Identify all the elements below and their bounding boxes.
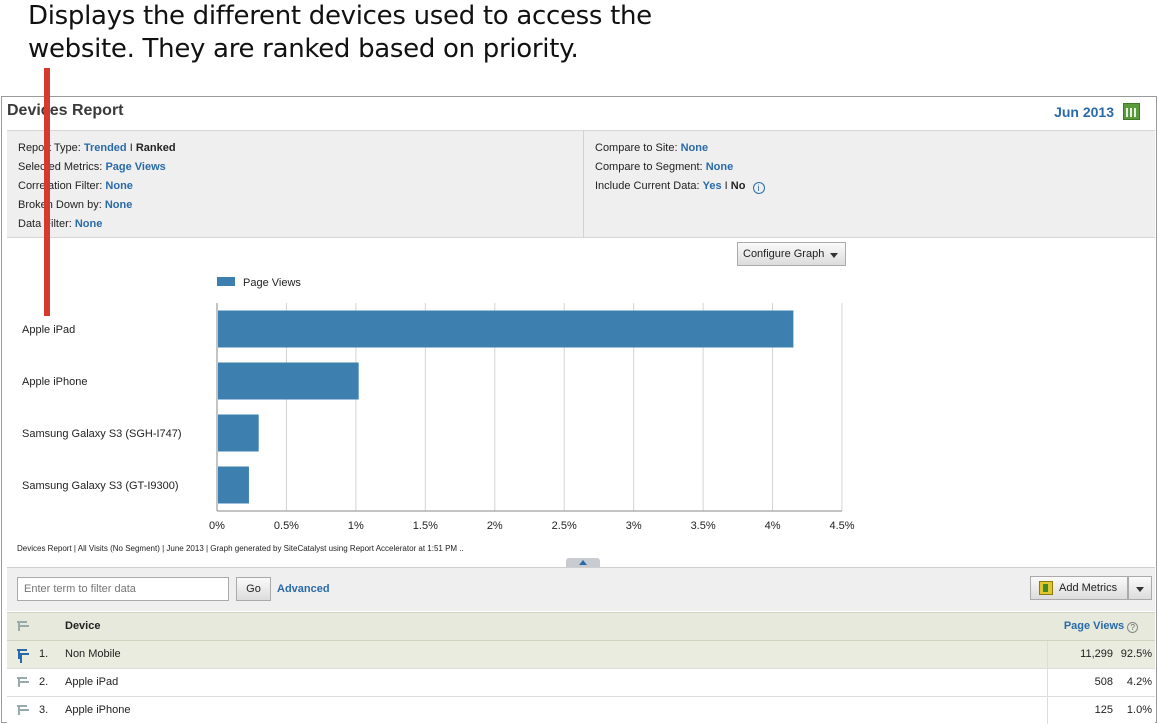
params-left: Report Type: Trended I Ranked Selected M…: [18, 139, 176, 234]
calendar-icon[interactable]: [1123, 103, 1140, 120]
row-percent: 92.5%: [1120, 648, 1152, 660]
row-percent: 1.0%: [1126, 704, 1152, 716]
params-divider: [583, 131, 584, 237]
x-tick-label: 2.5%: [552, 520, 577, 532]
compare-segment-link[interactable]: None: [705, 161, 734, 173]
correlation-filter-link[interactable]: None: [105, 180, 133, 192]
callout-line-1: Displays the different devices used to a…: [28, 1, 652, 31]
x-tick-label: 4.5%: [829, 520, 854, 532]
x-tick-label: 3.5%: [691, 520, 716, 532]
bar: [218, 466, 249, 504]
x-tick-label: 1%: [348, 520, 364, 532]
add-metrics-label: Add Metrics: [1059, 582, 1118, 594]
ranked-option[interactable]: Ranked: [135, 142, 176, 154]
graph-footnote: Devices Report | All Visits (No Segment)…: [17, 544, 464, 553]
table-row[interactable]: 3. Apple iPhone 125 1.0%: [7, 697, 1155, 724]
bar: [218, 414, 259, 452]
compare-site-link[interactable]: None: [680, 142, 709, 154]
y-category-label: Apple iPhone: [22, 376, 87, 388]
x-tick-label: 4%: [765, 520, 781, 532]
report-parameters: Report Type: Trended I Ranked Selected M…: [7, 130, 1155, 238]
row-page-views: 508: [1094, 676, 1113, 688]
row-device[interactable]: Apple iPad: [65, 676, 119, 688]
bar: [218, 362, 359, 400]
row-rank: 3.: [39, 704, 49, 716]
info-icon[interactable]: i: [752, 182, 765, 194]
devices-table: Device Page Views? 1. Non Mobile 11,299 …: [7, 612, 1155, 724]
report-header: Devices Report Jun 2013: [2, 97, 1156, 129]
add-metrics-button[interactable]: Add Metrics: [1030, 576, 1128, 600]
row-page-views: 125: [1094, 704, 1113, 716]
params-right: Compare to Site: None Compare to Segment…: [595, 139, 765, 196]
trended-link[interactable]: Trended: [83, 142, 127, 154]
help-icon[interactable]: ?: [1127, 622, 1139, 633]
page-views-column-header[interactable]: Page Views?: [1047, 613, 1155, 640]
row-device[interactable]: Apple iPhone: [65, 704, 131, 716]
param-include-current-data: Include Current Data: Yes I No i: [595, 177, 765, 196]
add-metrics-icon: [1039, 581, 1053, 595]
breakdown-tree-icon[interactable]: [17, 649, 28, 660]
param-selected-metrics: Selected Metrics: Page Views: [18, 161, 166, 173]
page-views-header-label: Page Views: [1063, 620, 1125, 632]
param-report-type: Report Type: Trended I Ranked: [18, 142, 176, 154]
bar: [218, 310, 794, 348]
chevron-down-icon: [830, 253, 838, 258]
x-tick-label: 2%: [487, 520, 503, 532]
breakdown-tree-icon[interactable]: [17, 621, 28, 632]
row-rank: 2.: [39, 676, 49, 688]
row-page-views: 11,299: [1080, 648, 1113, 660]
callout-line-2: website. They are ranked based on priori…: [28, 34, 579, 64]
param-correlation-filter: Correlation Filter: None: [18, 180, 133, 192]
include-current-yes[interactable]: Yes: [702, 180, 722, 192]
callout-pointer-line: [44, 68, 50, 316]
page-title: Devices Report: [7, 102, 124, 119]
param-broken-down-by: Broken Down by: None: [18, 199, 133, 211]
breakdown-tree-icon[interactable]: [17, 677, 28, 688]
configure-graph-label: Configure Graph: [743, 248, 825, 260]
x-tick-label: 1.5%: [413, 520, 438, 532]
data-filter-link[interactable]: None: [74, 218, 103, 230]
table-toolbar: Go Advanced Add Metrics: [7, 567, 1155, 611]
row-percent: 4.2%: [1126, 676, 1152, 688]
devices-bar-chart: Page Views 0% 0.5% 1% 1.5% 2% 2.5% 3% 3.5% 4% 4.5%…: [22, 277, 855, 532]
x-tick-label: 0%: [209, 520, 225, 532]
legend-label: Page Views: [243, 277, 301, 289]
filter-input[interactable]: [17, 577, 229, 601]
broken-down-by-link[interactable]: None: [104, 199, 133, 211]
selected-metrics-link[interactable]: Page Views: [105, 161, 166, 173]
include-current-no[interactable]: No: [730, 180, 746, 192]
configure-graph-button[interactable]: Configure Graph: [737, 242, 846, 266]
add-metrics-dropdown-button[interactable]: [1128, 576, 1152, 600]
y-category-label: Samsung Galaxy S3 (GT-I9300): [22, 480, 179, 492]
table-row[interactable]: 2. Apple iPad 508 4.2%: [7, 669, 1155, 697]
row-metric-cell: 11,299 92.5%: [1047, 641, 1155, 668]
go-button[interactable]: Go: [236, 577, 271, 601]
y-category-label: Samsung Galaxy S3 (SGH-I747): [22, 428, 182, 440]
row-rank: 1.: [39, 648, 49, 660]
callout-text: Displays the different devices used to a…: [28, 0, 652, 66]
table-row[interactable]: 1. Non Mobile 11,299 92.5%: [7, 641, 1155, 669]
x-tick-label: 0.5%: [274, 520, 299, 532]
row-metric-cell: 125 1.0%: [1047, 697, 1155, 724]
collapse-graph-toggle[interactable]: [566, 558, 600, 567]
devices-report-panel: Devices Report Jun 2013 Report Type: Tre…: [1, 96, 1157, 724]
table-header-row: Device Page Views?: [7, 612, 1155, 641]
advanced-link[interactable]: Advanced: [277, 583, 330, 595]
y-category-label: Apple iPad: [22, 324, 75, 336]
legend-swatch: [217, 277, 235, 286]
param-data-filter: Data Filter: None: [18, 218, 103, 230]
row-metric-cell: 508 4.2%: [1047, 669, 1155, 696]
row-device[interactable]: Non Mobile: [65, 648, 121, 660]
breakdown-tree-icon[interactable]: [17, 705, 28, 716]
date-range-link[interactable]: Jun 2013: [1054, 104, 1114, 120]
device-column-header[interactable]: Device: [65, 620, 101, 632]
param-compare-segment: Compare to Segment: None: [595, 161, 734, 173]
x-tick-label: 3%: [626, 520, 642, 532]
param-compare-site: Compare to Site: None: [595, 142, 709, 154]
